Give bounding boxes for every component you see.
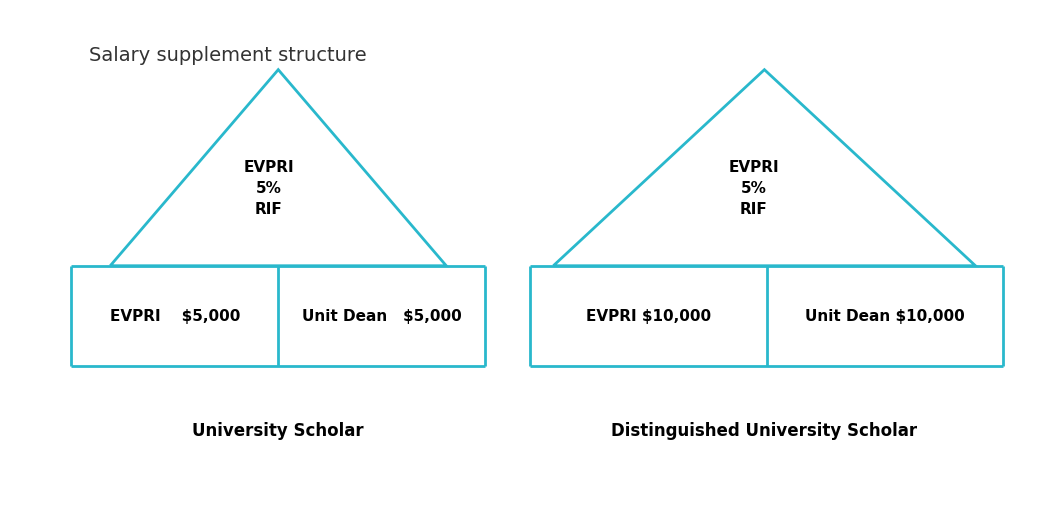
Text: EVPRI $10,000: EVPRI $10,000 (586, 309, 711, 324)
Text: Salary supplement structure: Salary supplement structure (89, 46, 366, 66)
Text: Unit Dean   $5,000: Unit Dean $5,000 (301, 309, 462, 324)
Text: University Scholar: University Scholar (192, 422, 364, 440)
Text: Unit Dean $10,000: Unit Dean $10,000 (804, 309, 965, 324)
Text: EVPRI
5%
RIF: EVPRI 5% RIF (729, 160, 779, 217)
Text: EVPRI
5%
RIF: EVPRI 5% RIF (244, 160, 294, 217)
Text: EVPRI    $5,000: EVPRI $5,000 (109, 309, 240, 324)
Text: Distinguished University Scholar: Distinguished University Scholar (611, 422, 918, 440)
